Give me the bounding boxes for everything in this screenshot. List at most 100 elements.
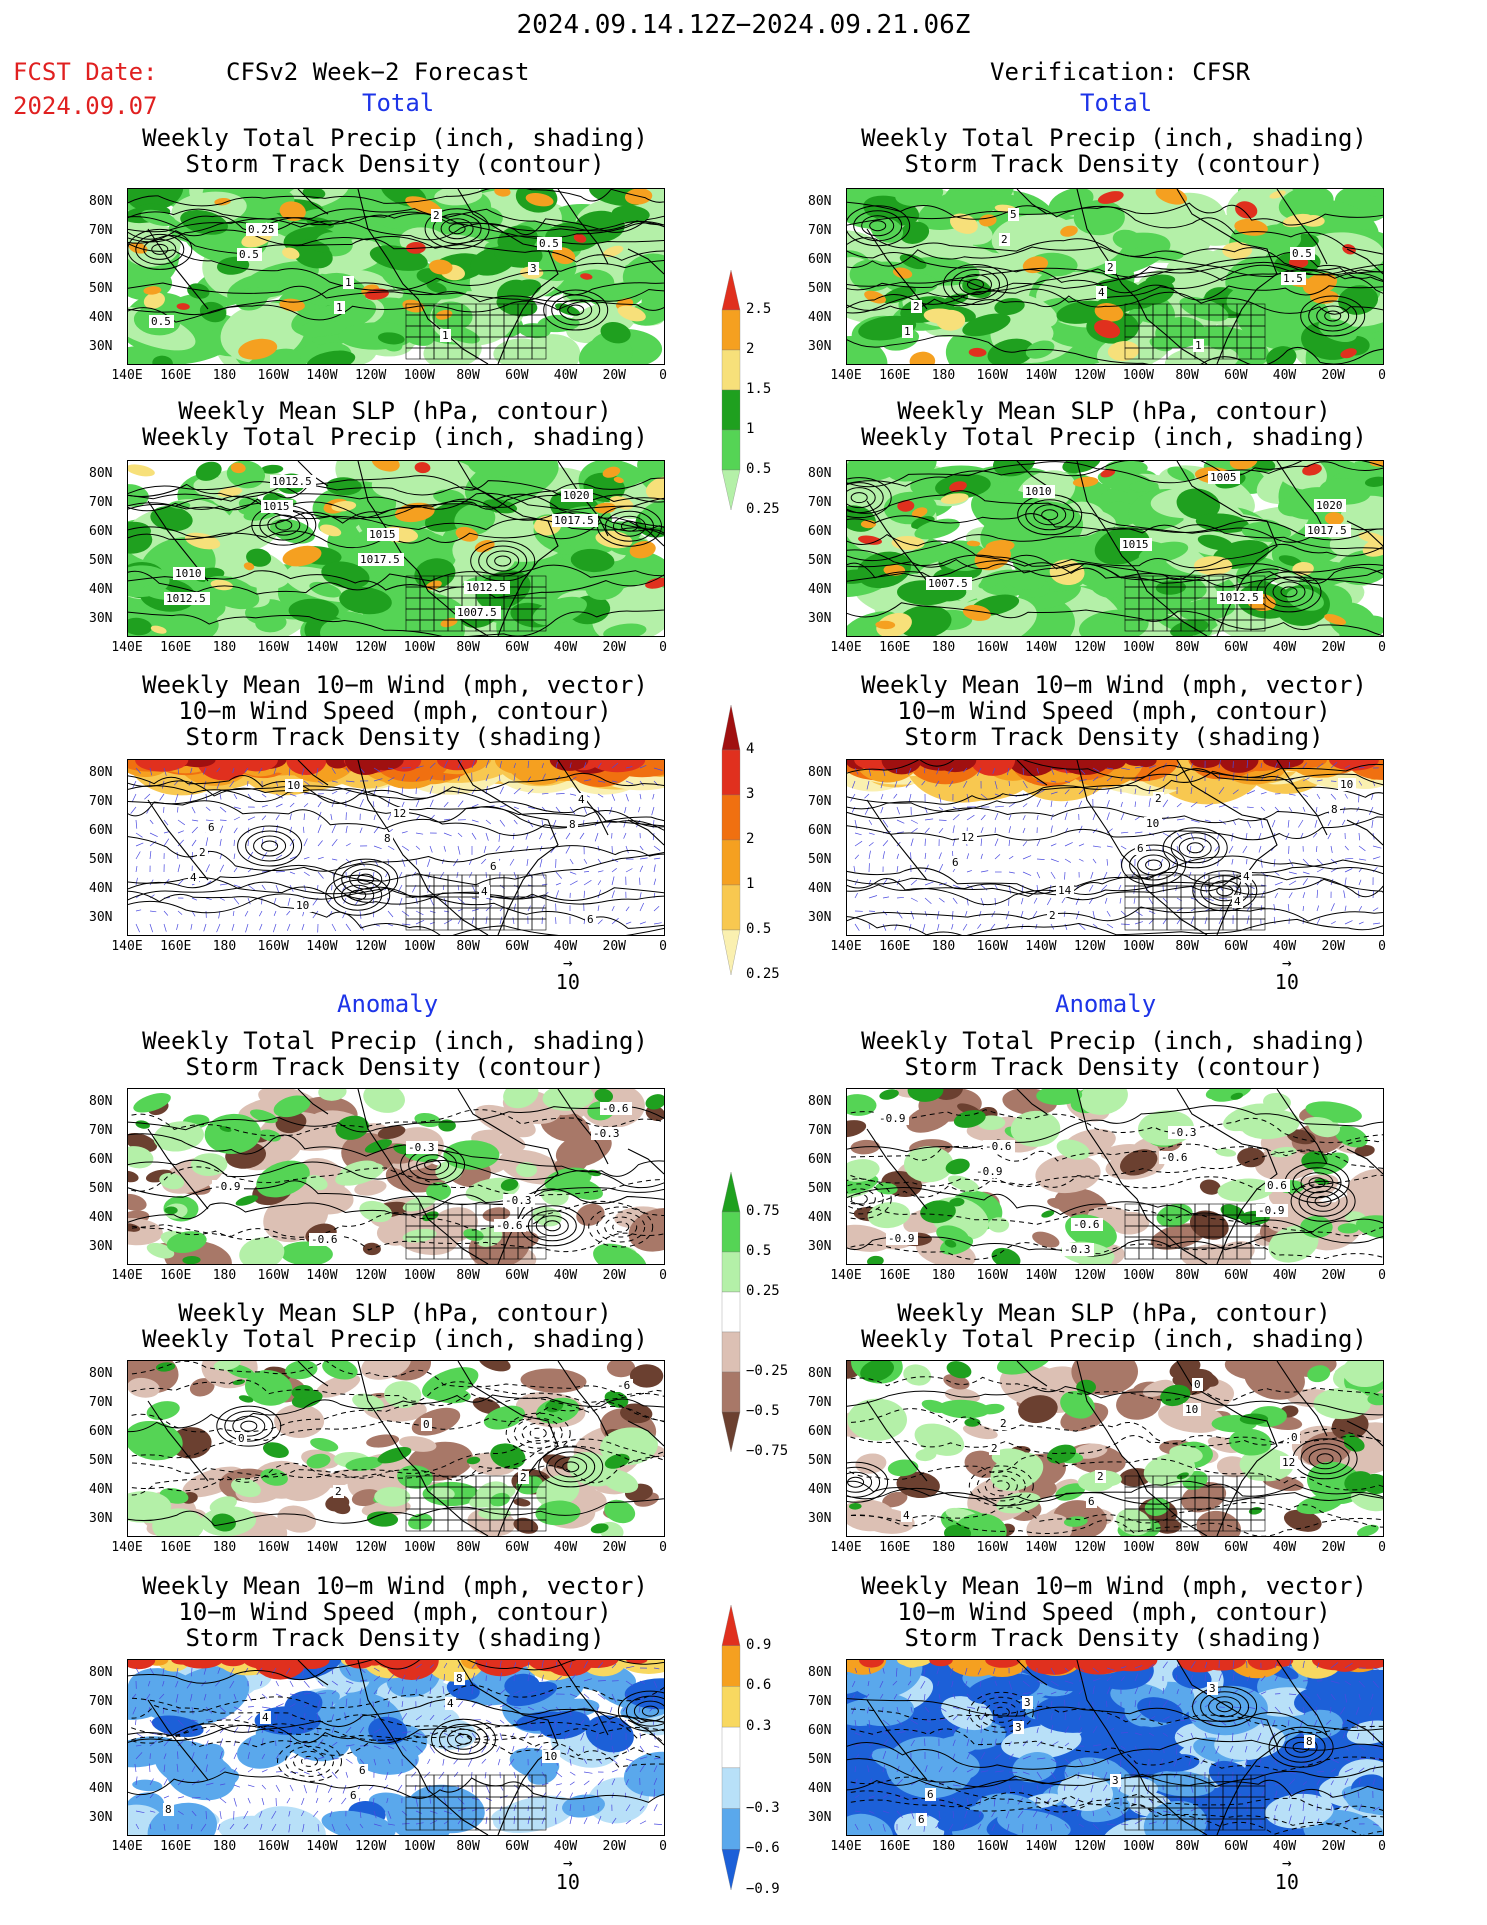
svg-text:1: 1: [904, 325, 911, 338]
lon-tick-label: 80W: [456, 368, 480, 383]
lon-tick-label: 40W: [553, 640, 578, 655]
map-canvas: 1012.5 1015 1017.5 1007.5 1017.5 1010 1012.5 10…: [128, 461, 664, 636]
colorbar-tick-label: −0.25: [746, 1363, 789, 1379]
lat-tick-label: 30N: [89, 1810, 113, 1825]
svg-text:8: 8: [384, 832, 391, 845]
svg-text:6: 6: [208, 821, 215, 834]
lat-tick-label: 50N: [89, 852, 113, 867]
lat-tick-label: 30N: [89, 910, 113, 925]
lon-tick-label: 0: [659, 368, 667, 383]
lon-tick-label: 20W: [1321, 368, 1345, 383]
lon-tick-label: 140W: [306, 1540, 338, 1555]
lon-tick-label: 160W: [257, 1268, 289, 1283]
lon-tick-label: 80W: [456, 1540, 480, 1555]
lat-tick-label: 40N: [89, 1781, 113, 1796]
svg-text:-0.6: -0.6: [311, 1233, 338, 1246]
vector-reference-arrow: →: [563, 953, 573, 972]
lon-tick-label: 140W: [306, 368, 338, 383]
fcst-date-value: 2024.09.07: [13, 92, 158, 120]
colorbar-segment: [721, 794, 741, 841]
lon-tick-label: 20W: [602, 368, 626, 383]
contour-label: -6: [615, 1379, 633, 1392]
lat-tick-label: 80N: [89, 1094, 113, 1109]
colorbar-tick-label: 0.5: [746, 461, 772, 477]
lon-tick-label: 60W: [1224, 368, 1248, 383]
colorbar-segment: [721, 1251, 741, 1293]
svg-text:2: 2: [1001, 233, 1008, 246]
lon-tick-label: 0: [659, 939, 667, 954]
lon-tick-label: 140W: [1025, 939, 1057, 954]
svg-text:1015: 1015: [1122, 538, 1149, 551]
contour-label: 1020: [1314, 499, 1346, 512]
lon-tick-label: 60W: [1224, 1540, 1248, 1555]
panel-title: Weekly Total Precip (inch, shading) Storm…: [87, 1028, 703, 1080]
lat-tick-label: 50N: [808, 1752, 832, 1767]
lon-tick-label: 40W: [1272, 939, 1297, 954]
contour-label: 12: [391, 807, 409, 820]
lon-tick-label: 60W: [1224, 640, 1248, 655]
svg-text:5: 5: [1010, 208, 1017, 221]
contour-label: 0: [421, 1418, 432, 1431]
lon-tick-label: 140E: [111, 1839, 143, 1854]
fcst-date-label: FCST Date:: [13, 58, 158, 86]
panel-title-line: Weekly Mean 10−m Wind (mph, vector): [142, 671, 648, 699]
panel-title-line: Weekly Mean SLP (hPa, contour): [897, 397, 1331, 425]
verification-total-slp-precip-map: 1005 1017.5 1007.5 1010 1015 1012.5 1020: [846, 460, 1384, 637]
svg-text:-0.6: -0.6: [602, 1102, 629, 1115]
svg-text:1.5: 1.5: [1283, 272, 1303, 285]
colorbar-segment: [721, 1171, 741, 1213]
contour-label: 3: [1207, 1682, 1218, 1695]
lon-tick-label: 100W: [1122, 939, 1155, 954]
contour-label: 8: [454, 1672, 465, 1685]
panel-title-line: 10−m Wind Speed (mph, contour): [178, 1598, 612, 1626]
svg-text:2: 2: [520, 1471, 527, 1484]
lat-tick-label: 40N: [89, 310, 113, 325]
lon-tick-label: 160E: [160, 1839, 192, 1854]
panel-title: Weekly Mean SLP (hPa, contour) Weekly Tot…: [87, 398, 703, 450]
colorbar-segment: [721, 839, 741, 886]
svg-text:0: 0: [1291, 1431, 1298, 1444]
panel-title-line: Storm Track Density (contour): [904, 150, 1324, 178]
panel-title: Weekly Total Precip (inch, shading) Storm…: [806, 1028, 1422, 1080]
panel-title: Weekly Mean SLP (hPa, contour) Weekly Tot…: [806, 398, 1422, 450]
panel-title-line: Weekly Total Precip (inch, shading): [142, 1325, 648, 1353]
lon-tick-label: 0: [1378, 1268, 1386, 1283]
contour-label: 5: [1008, 208, 1019, 221]
svg-text:2: 2: [1097, 1470, 1104, 1483]
vector-reference-value: 10: [555, 970, 580, 994]
forecast-anomaly-slp-precip-map: 0 2 -6 0 2: [127, 1360, 665, 1537]
lon-tick-label: 100W: [403, 640, 436, 655]
contour-label: -0.3: [591, 1127, 623, 1140]
svg-text:1: 1: [442, 329, 449, 342]
panel-title: Weekly Total Precip (inch, shading) Storm…: [87, 125, 703, 177]
vector-reference: → 10: [1275, 955, 1299, 995]
lon-tick-label: 120W: [354, 1839, 387, 1854]
colorbar-segment: [721, 1686, 741, 1728]
contour-label: 12: [1280, 1456, 1298, 1469]
contour-label: 6: [357, 1764, 368, 1777]
lon-tick-label: 60W: [1224, 1839, 1248, 1854]
lon-tick-label: 40W: [553, 1839, 578, 1854]
date-range-title: 2024.09.14.12Z−2024.09.21.06Z: [516, 10, 971, 40]
contour-label: -0.6: [309, 1233, 341, 1246]
contour-label: -0.6: [983, 1140, 1015, 1153]
contour-label: -0.6: [494, 1219, 526, 1232]
colorbar-segment: [721, 884, 741, 931]
svg-text:8: 8: [1331, 803, 1338, 816]
lon-tick-label: 160W: [257, 1839, 289, 1854]
colorbar-tick-label: 0.25: [746, 966, 780, 982]
panel-title: Weekly Mean 10−m Wind (mph, vector) 10−m …: [806, 672, 1422, 750]
panel-title-line: 10−m Wind Speed (mph, contour): [897, 697, 1331, 725]
colorbar-tick-label: −0.9: [746, 1881, 780, 1897]
svg-text:-0.6: -0.6: [1161, 1151, 1188, 1164]
lon-tick-label: 120W: [354, 640, 387, 655]
contour-label: -0.6: [600, 1102, 632, 1115]
contour-label: 2: [333, 1485, 344, 1498]
lat-tick-label: 70N: [89, 794, 113, 809]
svg-text:6: 6: [350, 1789, 357, 1802]
panel-title: Weekly Mean 10−m Wind (mph, vector) 10−m …: [87, 1573, 703, 1651]
lat-tick-label: 50N: [89, 553, 113, 568]
lon-tick-label: 140E: [830, 1540, 862, 1555]
colorbar-segment: [721, 309, 741, 351]
verification-total-wind-storm-map: 6 4 8 6 2 10 4 10 12 14 2: [846, 759, 1384, 936]
